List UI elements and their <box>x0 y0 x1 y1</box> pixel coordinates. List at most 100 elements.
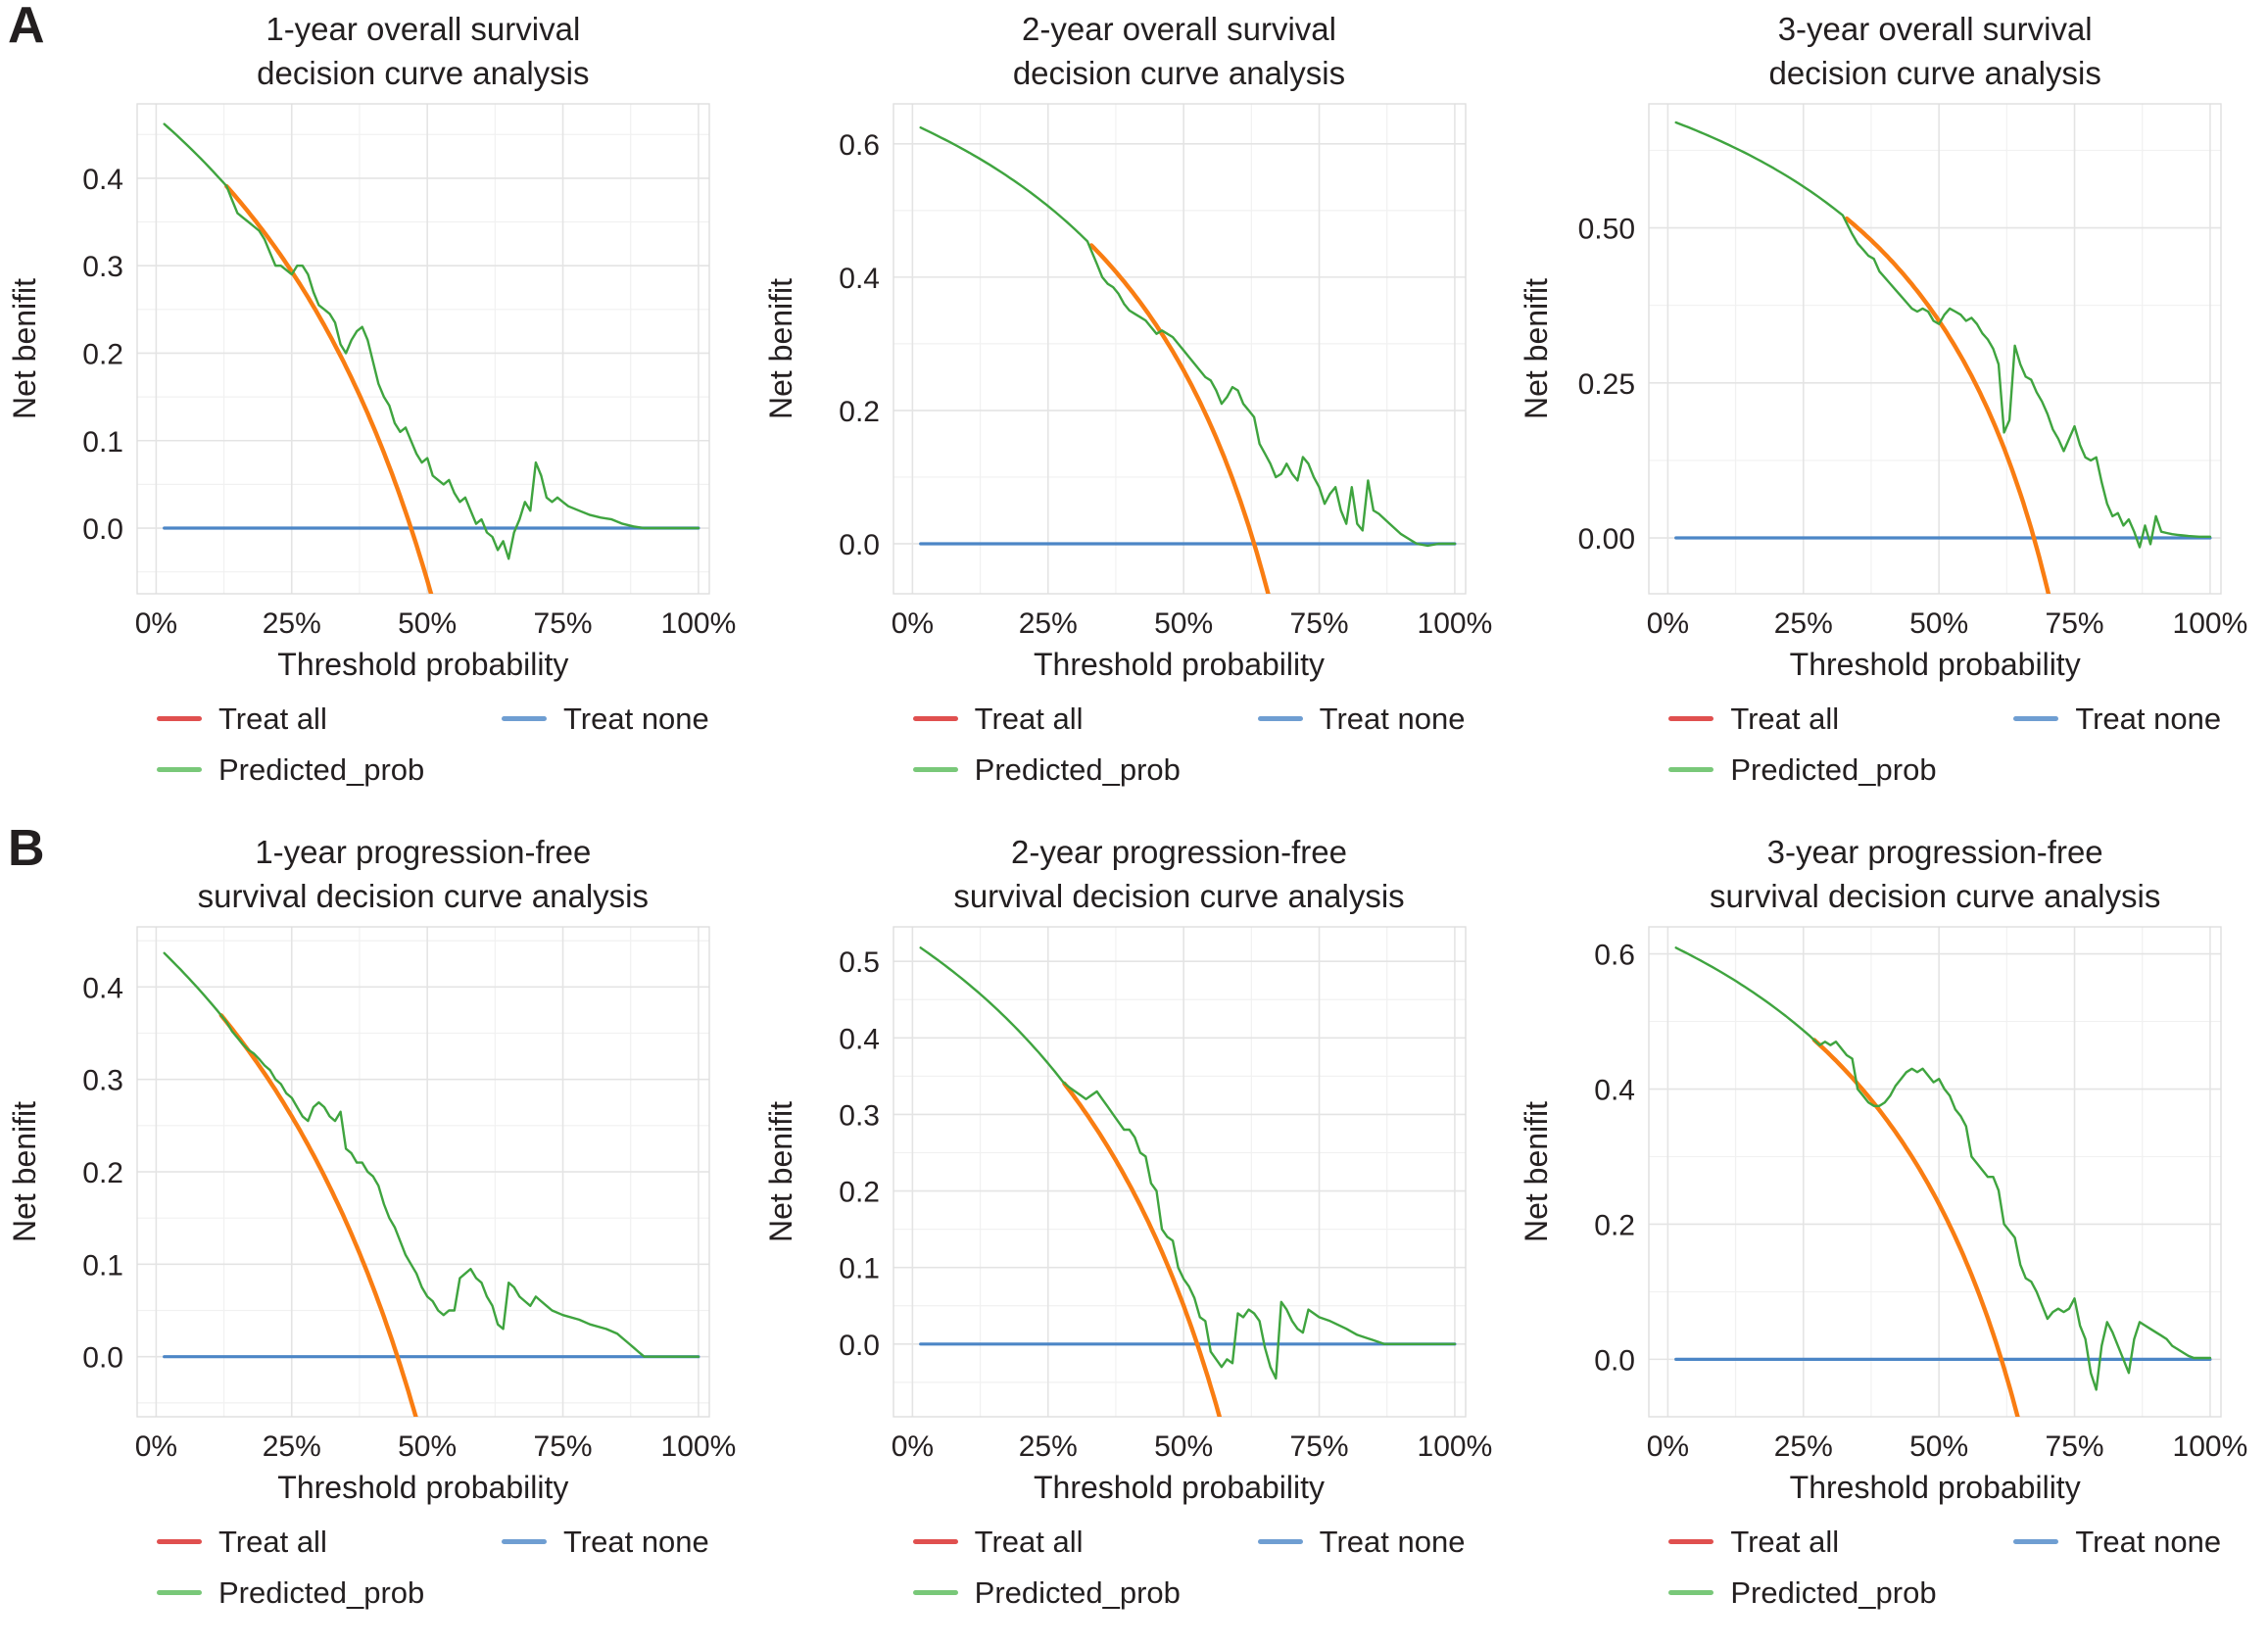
legend: Treat all Treat none Predicted_prob <box>1512 1519 2268 1617</box>
x-axis-title: Threshold probability <box>1033 646 1326 682</box>
chart-title-line2: decision curve analysis <box>1768 54 2101 91</box>
legend-swatch-treat-none-line <box>502 716 547 722</box>
legend-item-treat-all: Treat all <box>157 1525 327 1560</box>
legend-item-predicted-prob: Predicted_prob <box>157 1575 424 1611</box>
svg-text:75%: 75% <box>534 607 593 640</box>
svg-text:0.1: 0.1 <box>839 1252 880 1284</box>
legend-item-treat-none: Treat none <box>502 702 709 737</box>
svg-text:50%: 50% <box>1154 607 1213 640</box>
plot-box-border <box>136 103 710 595</box>
chart-title-line1: 3-year progression-free <box>1766 834 2103 870</box>
x-axis-title: Threshold probability <box>1789 1469 2081 1505</box>
predicted-prob-curve <box>163 951 700 1358</box>
chart-panel: 3-year overall survival decision curve a… <box>1512 0 2268 794</box>
predicted-prob-curve <box>1674 945 2212 1391</box>
svg-text:0%: 0% <box>135 1430 177 1463</box>
legend: Treat all Treat none Predicted_prob <box>0 1519 756 1617</box>
legend-swatch-predicted-prob-line <box>157 767 202 773</box>
chart-title: 2-year overall survival decision curve a… <box>756 8 1513 96</box>
svg-text:0.4: 0.4 <box>839 1023 880 1055</box>
legend-label-treat-all: Treat all <box>1730 701 1840 736</box>
svg-text:25%: 25% <box>1774 607 1833 640</box>
legend-item-predicted-prob: Predicted_prob <box>912 751 1181 788</box>
legend: Treat all Treat none Predicted_prob <box>756 1519 1513 1617</box>
svg-text:100%: 100% <box>2173 607 2248 640</box>
legend-swatch-predicted-prob-line <box>1668 1590 1714 1596</box>
chart-title-line1: 2-year overall survival <box>1022 11 1336 47</box>
chart-title-line2: survival decision curve analysis <box>953 877 1405 914</box>
legend-label-treat-none: Treat none <box>1319 1524 1466 1559</box>
chart-title: 3-year progression-free survival decisio… <box>1512 831 2268 919</box>
svg-text:0.25: 0.25 <box>1578 368 1635 401</box>
legend-label-treat-all: Treat all <box>1730 1524 1840 1559</box>
treat-all-curve <box>1088 242 1271 594</box>
legend-swatch-predicted-prob-line <box>912 767 958 773</box>
grid-major <box>1649 103 2222 594</box>
svg-text:0.0: 0.0 <box>839 1330 880 1362</box>
grid-minor <box>1649 926 2222 1417</box>
legend-swatch-predicted-prob-line <box>912 1590 958 1596</box>
x-axis-title: Threshold probability <box>277 646 569 682</box>
plot-area: 0.0 0.2 0.4 0.6 0% 25% 50% 75% 100% Net benifit <box>1519 926 2248 1463</box>
section-label-b: B <box>8 820 45 877</box>
legend-label-treat-none: Treat none <box>1319 701 1466 736</box>
legend: Treat all Treat none Predicted_prob <box>0 696 756 794</box>
legend-label-treat-none: Treat none <box>563 1524 709 1559</box>
plot-box-border <box>892 926 1467 1418</box>
svg-text:0.6: 0.6 <box>839 129 880 162</box>
grid-major <box>1649 926 2222 1417</box>
legend-swatch-treat-all-line <box>1668 716 1714 722</box>
svg-text:50%: 50% <box>1909 1430 1968 1463</box>
treat-all-curve <box>1845 216 2051 594</box>
y-axis-title: Net benifit <box>1519 1101 1554 1242</box>
grid-major <box>893 103 1466 594</box>
svg-text:0.1: 0.1 <box>82 426 123 459</box>
svg-text:0.0: 0.0 <box>1595 1344 1636 1377</box>
legend-label-predicted-prob: Predicted_prob <box>1730 1574 1937 1610</box>
chart-title: 3-year overall survival decision curve a… <box>1512 8 2268 96</box>
chart-title: 1-year progression-free survival decisio… <box>0 831 756 919</box>
plot-box-border <box>1648 103 2223 595</box>
grid-major <box>893 926 1466 1417</box>
legend-swatch-treat-all-line <box>1668 1539 1714 1545</box>
svg-text:0.6: 0.6 <box>1595 939 1636 971</box>
grid-minor <box>137 103 709 594</box>
svg-text:75%: 75% <box>2046 1430 2104 1463</box>
grid-major <box>137 926 709 1417</box>
row-b-panels: 1-year progression-free survival decisio… <box>0 823 2268 1617</box>
predicted-prob-curve <box>919 125 1456 547</box>
legend-swatch-predicted-prob-line <box>157 1590 202 1596</box>
chart-title-line2: survival decision curve analysis <box>1709 877 2161 914</box>
y-tick-labels: 0.0 0.1 0.2 0.3 0.4 <box>82 164 123 546</box>
grid-minor <box>1649 103 2222 594</box>
x-tick-labels: 0% 25% 50% 75% 100% <box>135 1430 737 1463</box>
legend-label-treat-all: Treat all <box>218 701 327 736</box>
svg-text:100%: 100% <box>661 1430 737 1463</box>
legend-item-treat-none: Treat none <box>1257 1524 1466 1560</box>
svg-text:25%: 25% <box>1774 1430 1833 1463</box>
svg-text:0%: 0% <box>135 607 177 640</box>
plot-box-border <box>1648 926 2223 1418</box>
legend-label-treat-none: Treat none <box>563 701 709 736</box>
y-tick-labels: 0.0 0.1 0.2 0.3 0.4 0.5 <box>839 946 880 1362</box>
treat-all-curve <box>1811 1037 2021 1417</box>
svg-text:0.1: 0.1 <box>82 1249 123 1282</box>
legend-label-treat-none: Treat none <box>2075 701 2222 736</box>
legend-label-treat-all: Treat all <box>974 1524 1084 1559</box>
figure-row-b: B 1-year progression-free survival decis… <box>0 823 2268 1646</box>
y-axis-title: Net benifit <box>763 1101 798 1242</box>
svg-text:0.2: 0.2 <box>82 338 123 370</box>
legend-swatch-treat-all-line <box>157 716 202 722</box>
legend: Treat all Treat none Predicted_prob <box>1512 696 2268 794</box>
legend-swatch-treat-none-line <box>2013 716 2059 722</box>
predicted-prob-curve <box>919 945 1456 1380</box>
legend-item-treat-none: Treat none <box>502 1525 709 1560</box>
legend-item-treat-all: Treat all <box>157 702 327 737</box>
y-tick-labels: 0.0 0.1 0.2 0.3 0.4 <box>82 972 123 1374</box>
svg-text:0.3: 0.3 <box>82 251 123 283</box>
x-tick-labels: 0% 25% 50% 75% 100% <box>1647 1430 2248 1463</box>
svg-text:0%: 0% <box>1647 607 1689 640</box>
legend-label-predicted-prob: Predicted_prob <box>974 751 1181 787</box>
treat-all-curve <box>224 183 434 594</box>
